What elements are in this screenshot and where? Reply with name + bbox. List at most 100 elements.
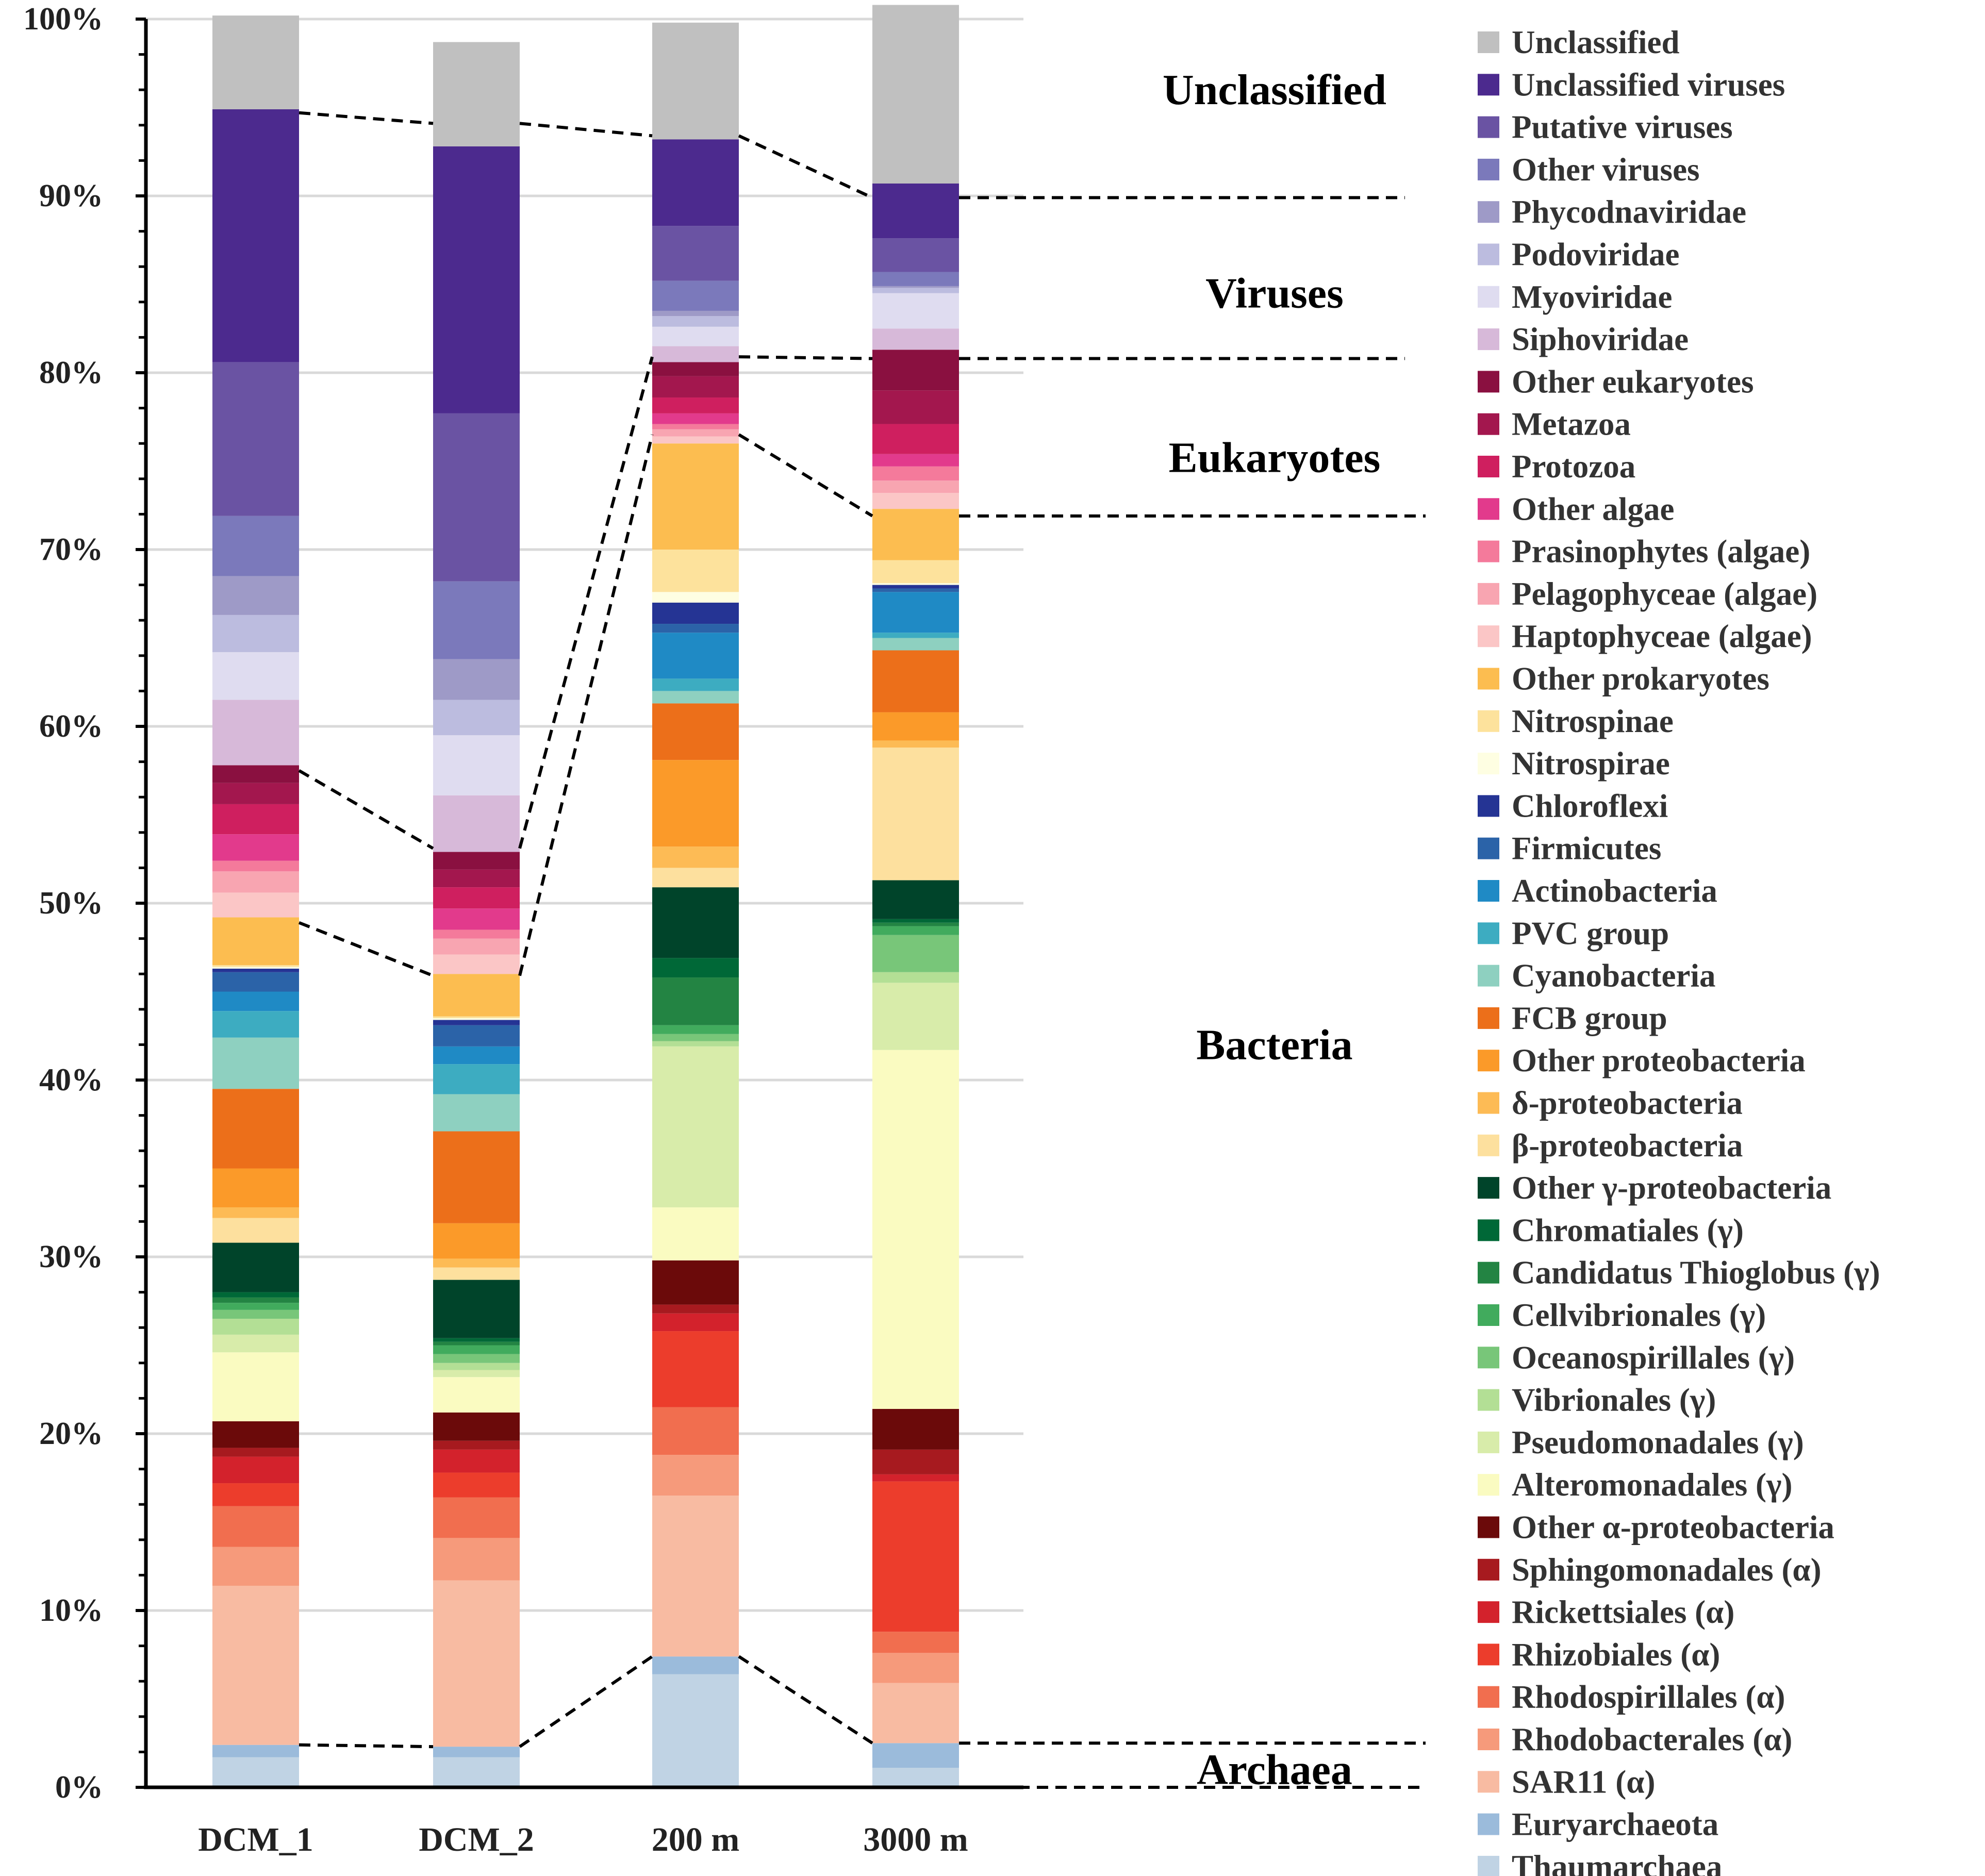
legend-swatch xyxy=(1478,1558,1499,1581)
legend-item: Firmicutes xyxy=(1478,831,1661,867)
bar-segment xyxy=(433,1280,520,1338)
bar-segment xyxy=(872,638,959,651)
legend-swatch xyxy=(1478,1601,1499,1623)
bar-segment xyxy=(212,871,299,893)
legend-label: Protozoa xyxy=(1512,449,1635,485)
legend-item: Putative viruses xyxy=(1478,109,1733,145)
legend-item: Other algae xyxy=(1478,491,1675,527)
legend-item: Chromatiales (γ) xyxy=(1478,1212,1744,1248)
legend-label: FCB group xyxy=(1512,1000,1667,1036)
bar-segment xyxy=(433,1377,520,1413)
bar-segment xyxy=(652,1331,739,1407)
bar-segment xyxy=(872,972,959,983)
legend-item: Other eukaryotes xyxy=(1478,363,1754,400)
legend-label: Sphingomonadales (α) xyxy=(1512,1552,1822,1588)
legend-swatch xyxy=(1478,837,1499,859)
group-label: Bacteria xyxy=(1196,1021,1352,1069)
bar-segment xyxy=(872,480,959,493)
legend-swatch xyxy=(1478,74,1499,96)
bar-segment xyxy=(872,880,959,919)
bar-segment xyxy=(652,1674,739,1787)
bar-segment xyxy=(212,834,299,861)
bar-segment xyxy=(872,390,959,424)
legend-label: Prasinophytes (algae) xyxy=(1512,534,1810,570)
bar-segment xyxy=(212,1547,299,1586)
bar-segment xyxy=(212,1242,299,1292)
bar-segment xyxy=(212,783,299,804)
x-category-label: 3000 m xyxy=(863,1821,968,1858)
bar-segment xyxy=(652,1046,739,1207)
bar-segment xyxy=(212,1506,299,1547)
x-category-label: DCM_1 xyxy=(198,1821,313,1858)
bar-segment xyxy=(652,413,739,424)
bar-segment xyxy=(433,1580,520,1747)
legend-label: PVC group xyxy=(1512,915,1669,951)
bar-segment xyxy=(433,1018,520,1020)
bar-segment xyxy=(212,1757,299,1787)
legend-item: Siphoviridae xyxy=(1478,321,1689,357)
bar-segment xyxy=(212,1352,299,1421)
bar-segment xyxy=(433,1345,520,1354)
legend-item: Haptophyceae (algae) xyxy=(1478,618,1812,654)
bar-segment xyxy=(212,1456,299,1484)
bar-segment xyxy=(872,1481,959,1632)
legend-item: Alteromonadales (γ) xyxy=(1478,1467,1792,1503)
bar-segment xyxy=(652,280,739,311)
legend-label: Rickettsiales (α) xyxy=(1512,1594,1734,1630)
bar-segment xyxy=(433,1497,520,1538)
legend-label: Cyanobacteria xyxy=(1512,958,1715,994)
bar-segment xyxy=(872,509,959,560)
legend-label: δ-proteobacteria xyxy=(1512,1085,1743,1121)
bar-segment xyxy=(212,109,299,362)
legend-swatch xyxy=(1478,1050,1499,1072)
bar-segment xyxy=(212,967,299,969)
bar-segment xyxy=(433,1354,520,1363)
legend-swatch xyxy=(1478,1134,1499,1156)
bar-segment xyxy=(433,735,520,795)
bar-segment xyxy=(872,588,959,592)
bar-segment xyxy=(433,954,520,974)
group-label: Viruses xyxy=(1205,270,1344,318)
bar-segment xyxy=(212,860,299,872)
bar-segment xyxy=(433,1747,520,1757)
legend-item: Rhodospirillales (α) xyxy=(1478,1679,1785,1715)
bar-segment xyxy=(212,1421,299,1448)
bar-segment xyxy=(652,362,739,376)
bar-segment xyxy=(212,1297,299,1303)
legend-label: Vibrionales (γ) xyxy=(1512,1382,1716,1418)
bar-stack-200-m xyxy=(652,22,739,1787)
legend-swatch xyxy=(1478,1431,1499,1453)
legend-item: β-proteobacteria xyxy=(1478,1127,1743,1164)
legend-item: Protozoa xyxy=(1478,449,1635,485)
y-tick-label: 60% xyxy=(39,709,103,744)
legend-label: β-proteobacteria xyxy=(1512,1127,1743,1164)
bar-segment xyxy=(433,1363,520,1370)
legend-swatch xyxy=(1478,243,1499,265)
bar-segment xyxy=(212,1309,299,1319)
bar-segment xyxy=(212,917,299,966)
legend-label: Candidatus Thioglobus (γ) xyxy=(1512,1255,1880,1291)
legend-label: Phycodnaviridae xyxy=(1512,194,1746,230)
y-tick-label: 30% xyxy=(39,1239,103,1274)
bar-segment xyxy=(652,436,739,444)
bar-segment xyxy=(652,1313,739,1332)
bar-segment xyxy=(433,1757,520,1787)
bar-stack-3000-m xyxy=(872,5,959,1787)
bar-segment xyxy=(652,760,739,847)
legend-swatch xyxy=(1478,1729,1499,1750)
connector-line xyxy=(738,433,873,518)
legend-item: Nitrospinae xyxy=(1478,703,1674,739)
bar-segment xyxy=(872,592,959,633)
bar-segment xyxy=(433,1472,520,1498)
bar-segment xyxy=(652,424,739,429)
bar-segment xyxy=(652,868,739,888)
bar-segment xyxy=(212,15,299,109)
y-tick-label: 70% xyxy=(39,532,103,567)
legend-item: Other γ-proteobacteria xyxy=(1478,1170,1831,1206)
legend-item: Rhodobacterales (α) xyxy=(1478,1721,1792,1757)
legend-swatch xyxy=(1478,1007,1499,1029)
bar-segment xyxy=(872,238,959,272)
bar-segment xyxy=(872,560,959,584)
legend-swatch xyxy=(1478,1261,1499,1284)
legend-swatch xyxy=(1478,1389,1499,1411)
